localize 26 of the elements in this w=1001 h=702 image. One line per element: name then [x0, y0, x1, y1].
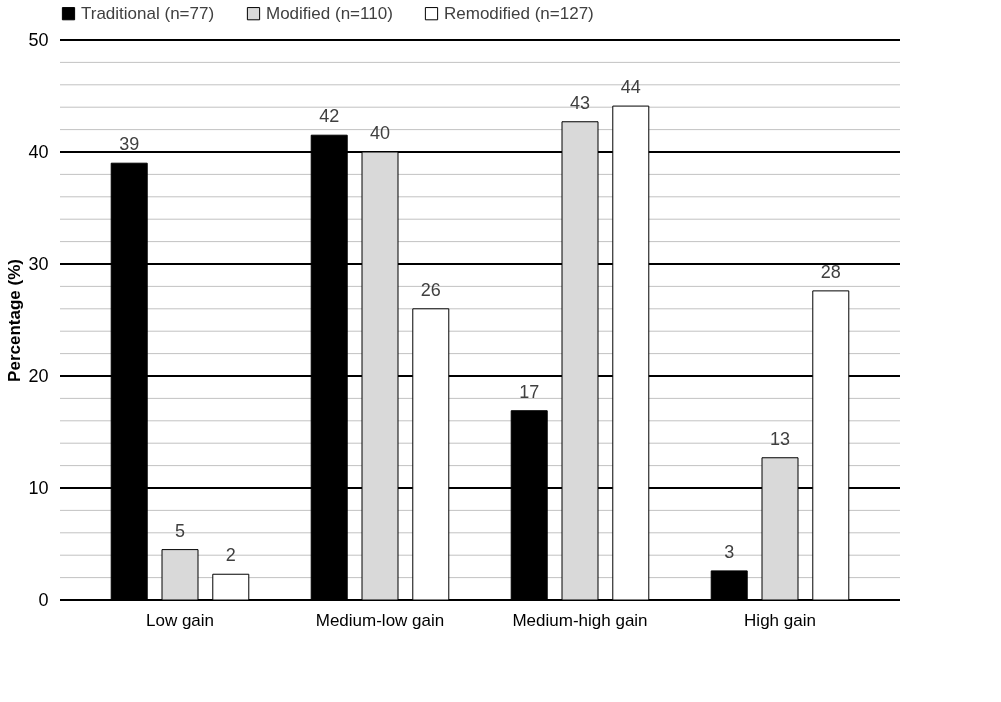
legend-label: Modified (n=110)	[266, 3, 393, 23]
data-label: 39	[119, 134, 140, 155]
data-label: 2	[225, 545, 236, 566]
x-tick-label: High gain	[744, 610, 816, 630]
data-label: 28	[820, 261, 841, 282]
y-tick-label: 10	[28, 477, 49, 498]
legend-label: Remodified (n=127)	[444, 3, 594, 23]
data-label: 3	[724, 541, 735, 562]
y-tick-label: 0	[38, 589, 49, 610]
data-label: 26	[420, 279, 441, 300]
y-tick-label: 40	[28, 141, 49, 162]
data-label: 13	[769, 428, 791, 449]
y-tick-label: 20	[28, 365, 49, 386]
y-axis-title: Percentage (%)	[5, 259, 25, 382]
x-tick-label: Medium-high gain	[512, 610, 648, 630]
legend-label: Traditional (n=77)	[81, 3, 215, 23]
data-label: 43	[569, 92, 591, 113]
data-label: 5	[174, 520, 186, 541]
data-label: 42	[319, 106, 340, 127]
y-tick-label: 30	[28, 253, 49, 274]
data-label: 17	[519, 381, 540, 402]
y-tick-label: 50	[28, 29, 49, 50]
x-tick-label: Low gain	[145, 610, 215, 630]
data-label: 40	[369, 123, 391, 143]
data-label: 44	[620, 77, 641, 98]
x-tick-label: Medium-low gain	[315, 610, 445, 630]
